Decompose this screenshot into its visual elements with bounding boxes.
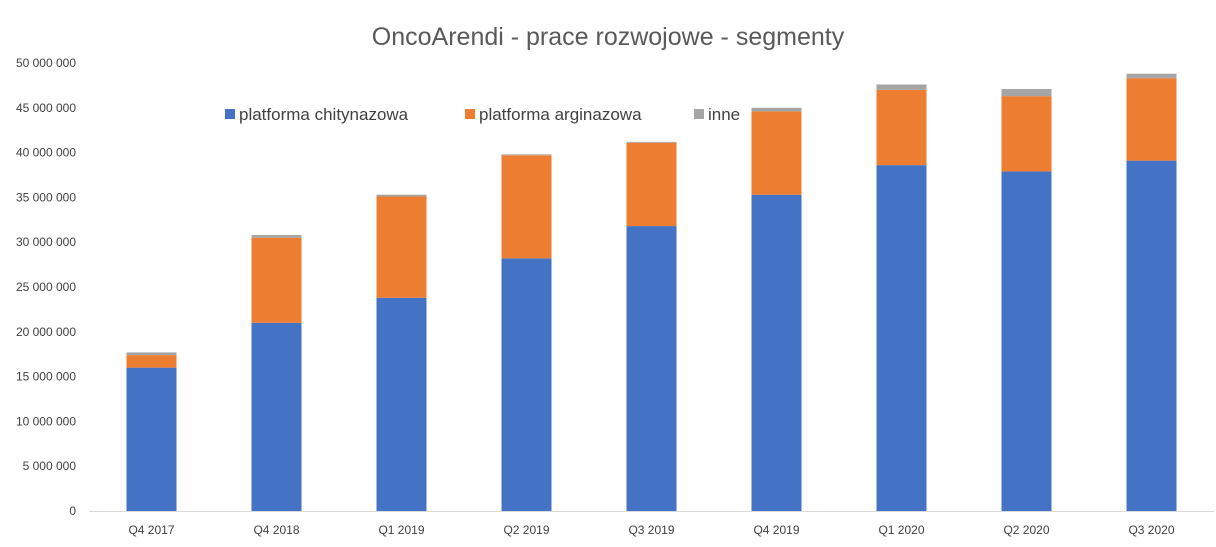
bar-segment	[1001, 96, 1052, 172]
bar-segment	[1126, 78, 1177, 161]
bar-segment	[501, 154, 552, 156]
bars-group	[126, 73, 1177, 512]
bar-segment	[876, 89, 927, 166]
chart-title: OncoArendi - prace rozwojowe - segmenty	[372, 23, 845, 51]
bar-segment	[501, 258, 552, 511]
bar-segment	[626, 141, 677, 143]
y-tick-label: 30 000 000	[16, 235, 76, 249]
x-tick-label: Q3 2020	[1128, 523, 1174, 537]
y-tick-label: 0	[69, 504, 76, 518]
bar-segment	[876, 165, 927, 511]
legend-label: inne	[708, 105, 740, 124]
x-tick-label: Q1 2019	[378, 523, 424, 537]
bar-segment	[501, 155, 552, 259]
y-tick-label: 50 000 000	[16, 56, 76, 70]
bar-segment	[1126, 160, 1177, 511]
x-tick-label: Q4 2018	[253, 523, 299, 537]
bar-segment	[126, 355, 177, 368]
y-tick-label: 35 000 000	[16, 190, 76, 204]
x-tick-label: Q2 2020	[1003, 523, 1049, 537]
bar-segment	[376, 194, 427, 197]
bar-segment	[126, 352, 177, 356]
x-tick-label: Q1 2020	[878, 523, 924, 537]
y-tick-label: 20 000 000	[16, 325, 76, 339]
bar-segment	[376, 297, 427, 511]
y-tick-label: 10 000 000	[16, 414, 76, 428]
x-axis: Q4 2017 Q4 2018 Q1 2019 Q2 2019 Q3 2019 Q4 20…	[89, 511, 1214, 537]
bar-segment	[751, 107, 802, 112]
x-tick-label: Q2 2019	[503, 523, 549, 537]
bar-segment	[1001, 88, 1052, 97]
bar-segment	[751, 194, 802, 511]
y-tick-label: 45 000 000	[16, 101, 76, 115]
bar-segment	[751, 111, 802, 195]
bar-segment	[251, 237, 302, 323]
bar-segment	[251, 322, 302, 511]
y-axis: 0 5 000 000 10 000 000 15 000 000 20 000 000…	[16, 56, 76, 518]
bar-segment	[251, 235, 302, 238]
legend: platforma chitynazowa platforma arginazow…	[225, 105, 740, 124]
legend-swatch	[225, 109, 235, 119]
bar-segment	[876, 84, 927, 90]
bar-segment	[626, 142, 677, 227]
bar-segment	[126, 367, 177, 511]
legend-swatch	[694, 109, 704, 119]
bar-segment	[376, 196, 427, 298]
y-tick-label: 15 000 000	[16, 370, 76, 384]
x-tick-label: Q3 2019	[628, 523, 674, 537]
bar-segment	[1001, 171, 1052, 512]
bar-segment	[1126, 73, 1177, 79]
legend-label: platforma chitynazowa	[239, 105, 409, 124]
x-tick-label: Q4 2019	[753, 523, 799, 537]
x-tick-label: Q4 2017	[128, 523, 174, 537]
y-tick-label: 40 000 000	[16, 146, 76, 160]
bar-segment	[626, 226, 677, 511]
legend-swatch	[465, 109, 475, 119]
legend-label: platforma arginazowa	[479, 105, 642, 124]
y-tick-label: 5 000 000	[23, 459, 77, 473]
y-tick-label: 25 000 000	[16, 280, 76, 294]
